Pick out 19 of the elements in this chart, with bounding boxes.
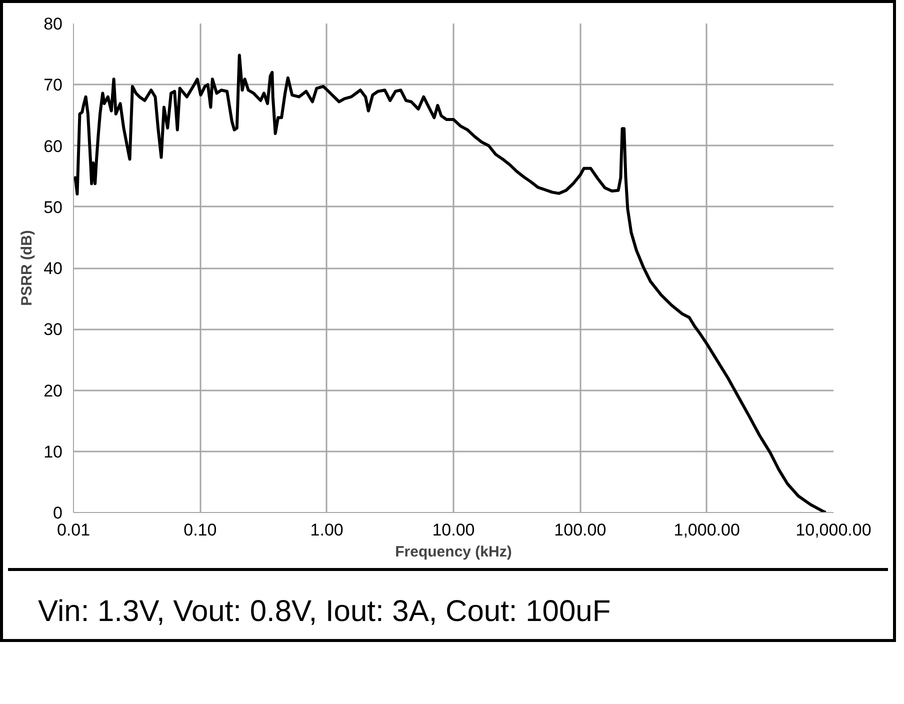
y-tick-label: 50 (44, 198, 63, 217)
y-tick-label: 20 (44, 381, 63, 400)
y-tick-label: 0 (53, 504, 63, 522)
y-tick-label: 30 (44, 320, 63, 340)
y-axis-title: PSRR (dB) (18, 230, 36, 306)
x-tick-label: 0.01 (56, 520, 90, 540)
x-tick-label: 10,000.00 (796, 520, 872, 540)
y-tick-label: 40 (44, 259, 63, 278)
x-tick-label: 1,000.00 (674, 520, 740, 540)
x-tick-label: 0.10 (184, 520, 217, 540)
x-axis-title: Frequency (kHz) (395, 544, 512, 560)
x-tick-label: 10.00 (432, 520, 475, 540)
y-tick-label: 10 (44, 442, 63, 462)
y-tick-label: 60 (44, 136, 63, 156)
y-tick-label: 80 (44, 14, 63, 34)
y-tick-label: 70 (44, 76, 63, 95)
x-tick-label: 100.00 (554, 520, 606, 540)
x-tick-label: 1.00 (310, 520, 344, 540)
text: Vin: 1.3V, Vout: 0.8V, Iout: 3A, Cout: 100uF (38, 594, 611, 630)
